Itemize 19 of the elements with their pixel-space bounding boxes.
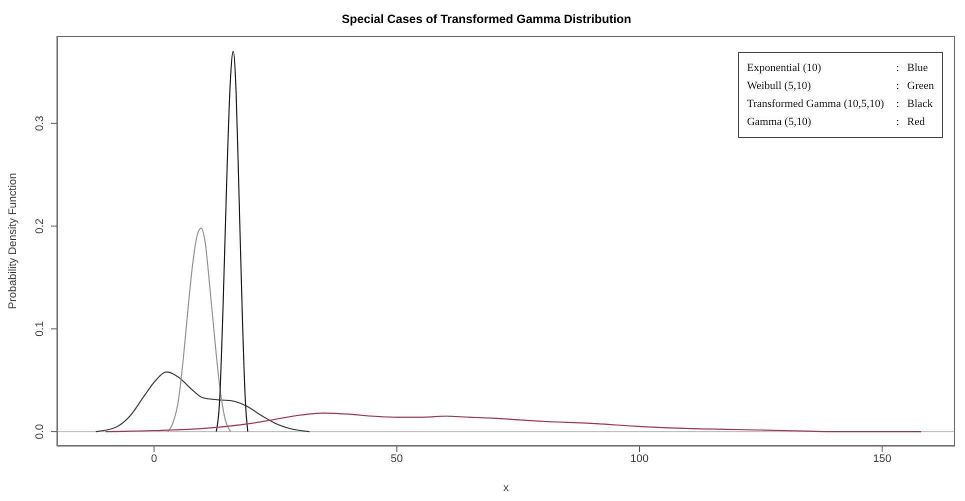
chart-title: Special Cases of Transformed Gamma Distribution [340, 12, 632, 26]
x-tick-label: 0 [151, 452, 158, 465]
line-series [104, 412, 922, 432]
line-series [167, 228, 232, 432]
y-tick-label: 0.0 [34, 424, 46, 440]
x-tick-label: 150 [873, 452, 892, 465]
x-axis-title: x [503, 482, 510, 494]
x-tick-label: 100 [630, 452, 649, 465]
line-series [216, 50, 248, 432]
line-series [95, 371, 310, 432]
x-tick-label: 50 [390, 452, 403, 465]
text: Weibull (5,10) : Green [746, 80, 934, 92]
text: Transformed Gamma (10,5,10) : Black [746, 97, 934, 112]
y-axis-title: Probability Density Function [6, 172, 19, 310]
y-tick-label: 0.3 [34, 116, 46, 131]
text: Gamma (5,10) : Red [746, 116, 925, 128]
text: Exponential (10) : Blue [746, 62, 928, 74]
y-tick-label: 0.1 [34, 321, 46, 337]
y-tick-label: 0.2 [34, 218, 46, 234]
